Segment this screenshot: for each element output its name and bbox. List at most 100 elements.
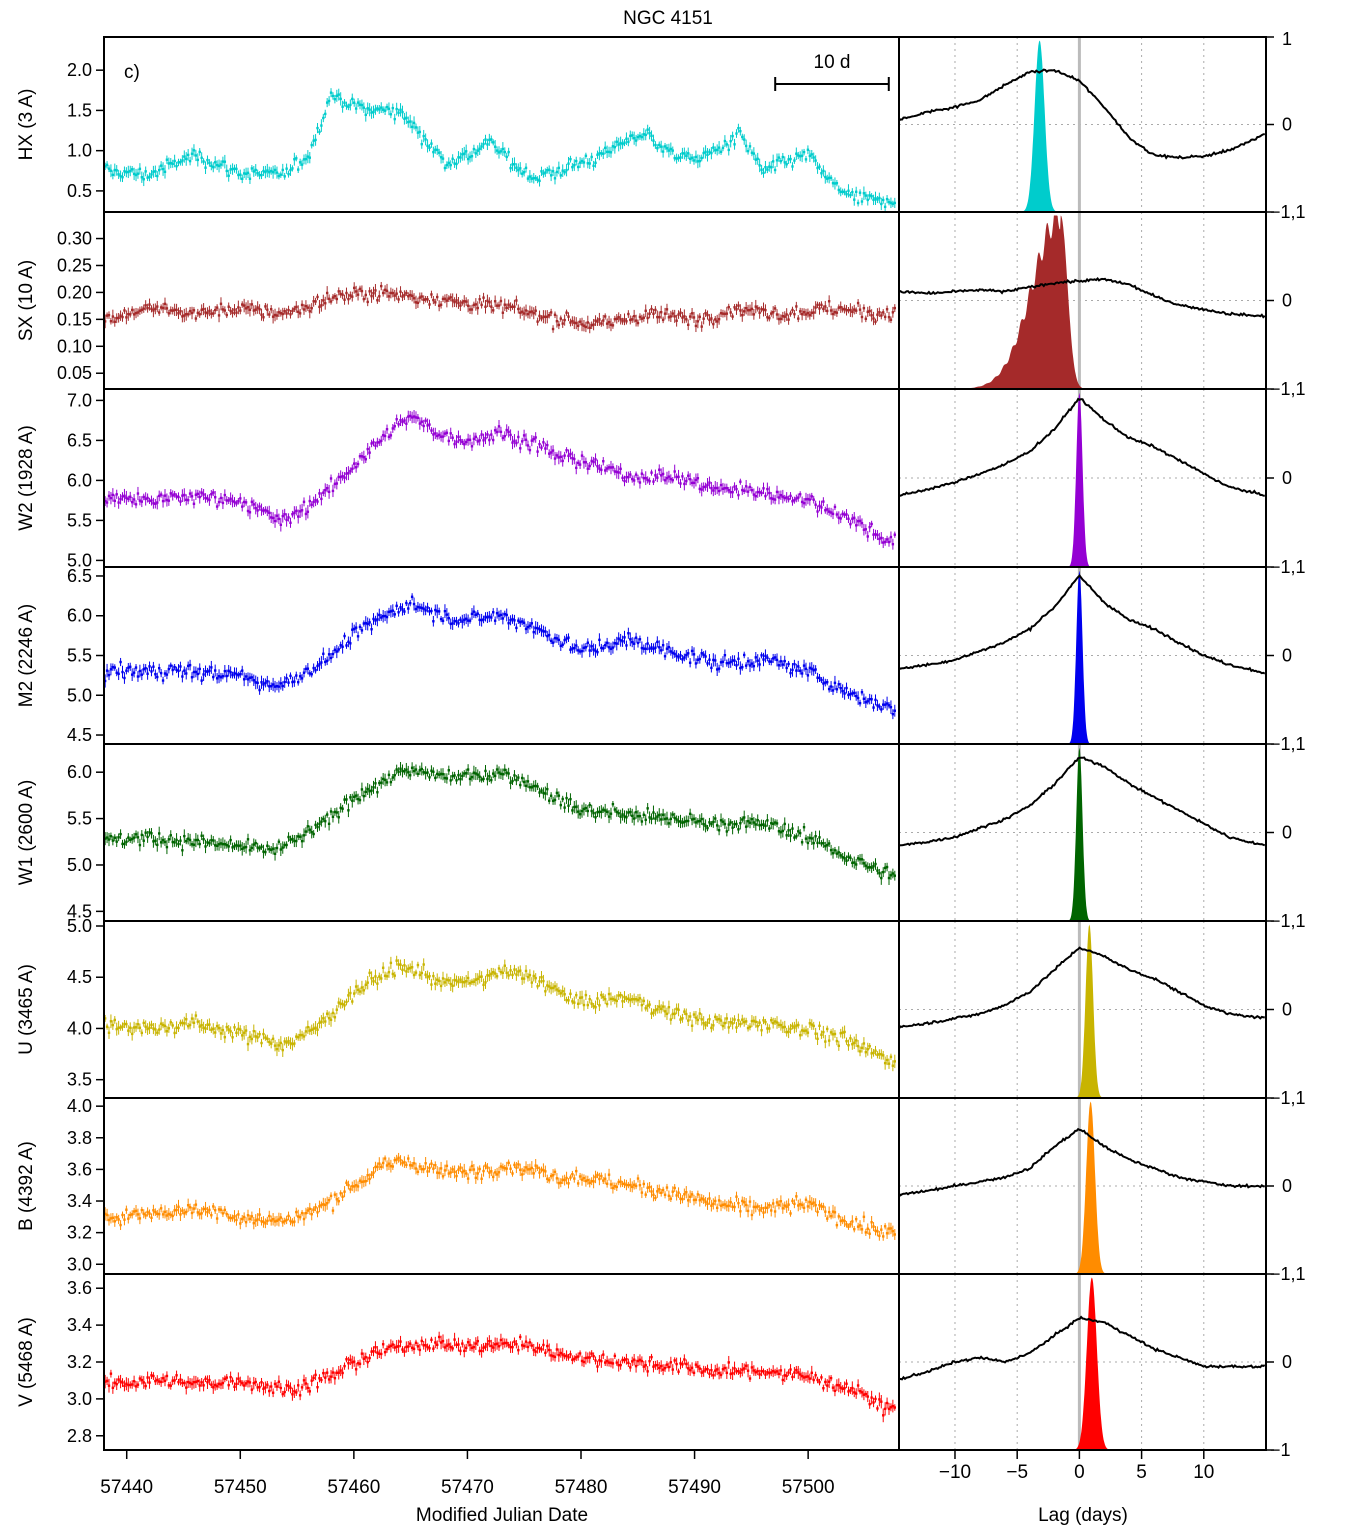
data-point [484, 981, 487, 984]
data-point [146, 496, 149, 500]
data-point [571, 319, 574, 323]
data-point [563, 318, 566, 322]
data-point [739, 309, 742, 312]
data-point [401, 769, 404, 773]
data-point [683, 1010, 686, 1013]
data-point [291, 309, 294, 313]
data-point [743, 816, 746, 819]
data-point [544, 630, 547, 633]
data-point [268, 685, 271, 688]
data-point [125, 171, 128, 174]
lag-distribution [899, 40, 1266, 212]
data-point [476, 149, 479, 152]
data-point [208, 842, 211, 845]
data-point [690, 1024, 694, 1027]
data-point [625, 476, 628, 479]
data-point [654, 817, 657, 820]
data-point [325, 813, 329, 816]
data-point [605, 150, 609, 154]
data-point [729, 311, 732, 314]
data-point [530, 786, 534, 789]
data-point [287, 1039, 290, 1043]
data-point [194, 317, 198, 320]
data-point [308, 310, 311, 313]
data-point [783, 822, 786, 826]
data-point [646, 642, 649, 645]
data-point [372, 292, 375, 295]
data-point [157, 494, 161, 498]
data-point [737, 493, 740, 497]
light-curve-series [103, 88, 896, 211]
data-point [864, 194, 868, 197]
data-point [383, 974, 387, 977]
data-point [563, 993, 566, 996]
data-point [372, 441, 375, 444]
data-point [111, 839, 115, 842]
data-point [893, 709, 896, 712]
data-point [893, 533, 896, 536]
data-point [125, 496, 128, 500]
data-point [538, 314, 541, 318]
data-point [880, 708, 883, 711]
data-point [291, 1042, 294, 1046]
data-point [851, 310, 854, 313]
data-point [495, 975, 499, 978]
data-point [441, 297, 445, 301]
data-point [368, 790, 371, 793]
data-point [665, 817, 669, 820]
data-point [509, 969, 512, 972]
data-point [511, 617, 514, 621]
data-point [555, 988, 559, 991]
data-point [646, 478, 649, 482]
data-point [493, 429, 497, 432]
data-point [731, 134, 734, 138]
data-point [248, 676, 252, 679]
data-point [839, 517, 842, 520]
data-point [314, 300, 317, 303]
data-point [652, 647, 655, 651]
data-point [117, 501, 120, 504]
data-point [725, 143, 729, 146]
data-point [385, 781, 389, 784]
data-point [576, 1002, 580, 1005]
data-point [880, 536, 883, 540]
data-point [495, 430, 499, 434]
data-point [403, 770, 406, 773]
data-point [312, 1027, 315, 1030]
data-point [866, 866, 869, 869]
data-point [787, 662, 790, 666]
data-point [872, 317, 875, 320]
data-point [449, 982, 452, 986]
data-point [298, 510, 302, 513]
data-point [864, 701, 868, 704]
data-point [876, 704, 879, 707]
data-point [304, 157, 308, 161]
data-point [864, 317, 868, 321]
data-point [414, 301, 418, 304]
data-point [615, 317, 618, 320]
data-point [233, 1026, 236, 1029]
data-point [555, 791, 559, 795]
data-point [727, 823, 730, 826]
data-point [528, 624, 532, 627]
data-point [824, 844, 827, 848]
data-point [532, 437, 535, 441]
data-point [721, 312, 725, 315]
data-point [507, 974, 510, 977]
data-point [621, 476, 624, 480]
data-point [631, 134, 634, 137]
data-point [219, 163, 223, 166]
data-point [103, 499, 107, 503]
data-point [731, 1022, 734, 1025]
data-point [663, 655, 667, 658]
data-point [287, 172, 290, 176]
data-point [385, 975, 389, 978]
data-point [426, 144, 429, 148]
data-point [387, 435, 391, 439]
data-point [501, 773, 505, 776]
data-point [347, 105, 350, 109]
data-point [717, 489, 721, 493]
data-point [204, 166, 207, 169]
data-point [271, 847, 275, 850]
data-point [221, 501, 225, 505]
